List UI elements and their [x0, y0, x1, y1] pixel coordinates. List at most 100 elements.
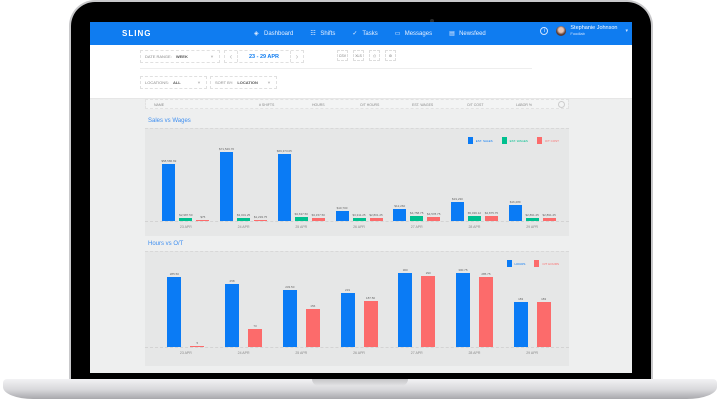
hours-vs-ot-title: Hours vs O/T — [148, 241, 184, 247]
locations-value: ALL — [172, 80, 181, 85]
bar-est-sales[interactable] — [220, 151, 234, 221]
x-tick-label: 24 APR — [237, 225, 250, 229]
x-tick-label: 29 APR — [526, 351, 539, 355]
col-labor-pct[interactable]: LABOR % — [516, 103, 532, 107]
settings-button[interactable]: ⚙ — [385, 50, 396, 61]
bar-o-t-cost[interactable] — [311, 217, 325, 221]
bar-est-sales[interactable] — [450, 202, 464, 221]
app-logo[interactable]: SLING — [122, 29, 152, 38]
bar-hours[interactable] — [167, 276, 182, 347]
sales-vs-wages-chart: EST. SALES EST. WAGES O/T COST 23 APR $58,58… — [145, 128, 569, 236]
avatar[interactable] — [556, 25, 567, 36]
bar-value-label: $10,700 — [336, 205, 348, 210]
bar-value-label: $5,036.12 — [467, 211, 482, 216]
bar-est-sales[interactable] — [393, 209, 407, 221]
bar-o-t-hours[interactable] — [536, 302, 551, 347]
bar-value-label: 258 — [229, 278, 235, 283]
bar-o-t-cost[interactable] — [427, 216, 441, 221]
bar-o-t-hours[interactable] — [478, 276, 493, 347]
bar-est-wages[interactable] — [237, 218, 251, 221]
legend-swatch[interactable] — [501, 137, 507, 144]
x-axis — [145, 221, 569, 222]
shifts-grid-icon: ☷ — [310, 31, 316, 37]
col-ot-cost[interactable]: O/T COST — [467, 103, 484, 107]
legend-swatch[interactable] — [506, 260, 512, 267]
bar-est-sales[interactable] — [335, 210, 349, 221]
legend-label: O/T COST — [544, 138, 559, 143]
nav-item-label: Messages — [404, 30, 433, 37]
bar-est-wages[interactable] — [352, 217, 366, 221]
bar-hours[interactable] — [455, 273, 470, 347]
bar-value-label: $4,758.75 — [410, 211, 424, 216]
bar-value-label: 300 — [402, 268, 408, 273]
bar-hours[interactable] — [513, 302, 528, 347]
x-tick-label: 28 APR — [468, 225, 481, 229]
col-shifts[interactable]: # SHIFTS — [259, 103, 275, 107]
nav-item-tasks[interactable]: ✓ Tasks — [352, 30, 377, 38]
column-settings-icon[interactable] — [558, 101, 565, 108]
bar-est-wages[interactable] — [179, 218, 193, 221]
locations-select[interactable]: LOCATIONS: ALL ▼ — [140, 76, 207, 89]
bar-est-sales[interactable] — [508, 205, 522, 221]
bar-est-wages[interactable] — [467, 216, 481, 221]
date-range-text[interactable]: 23 - 29 APR — [248, 54, 280, 60]
nav-item-dashboard[interactable]: ◈ Dashboard — [254, 30, 293, 38]
nav-item-shifts[interactable]: ☷ Shifts — [310, 30, 335, 38]
x-tick-label: 25 APR — [295, 225, 308, 229]
user-org: Foodlab — [570, 31, 585, 36]
bar-est-wages[interactable] — [525, 218, 539, 221]
chevron-down-icon: ▼ — [210, 54, 214, 59]
bar-o-t-hours[interactable] — [190, 345, 205, 347]
bar-o-t-hours[interactable] — [363, 300, 378, 347]
legend-swatch[interactable] — [467, 137, 473, 144]
bar-o-t-hours[interactable] — [305, 308, 320, 347]
user-menu[interactable]: i Stephanie Johnson Foodlab ▾ — [540, 25, 628, 36]
bar-o-t-cost[interactable] — [369, 218, 383, 221]
report-toolbar: DATE RANGE: WEEK ▼ ‹ 23 - 29 APR › CSV X… — [90, 45, 632, 99]
next-week-button[interactable]: › — [290, 51, 303, 62]
bar-o-t-cost[interactable] — [254, 219, 268, 221]
bar-o-t-hours[interactable] — [248, 329, 263, 347]
bar-hours[interactable] — [398, 273, 413, 347]
info-icon[interactable]: i — [540, 26, 549, 35]
col-est-wages[interactable]: EST. WAGES — [412, 103, 434, 107]
bar-est-wages[interactable] — [410, 216, 424, 221]
col-hours[interactable]: HOURS — [312, 103, 325, 107]
bar-o-t-hours[interactable] — [421, 275, 436, 347]
gear-icon: ⚙ — [388, 54, 393, 58]
bar-hours[interactable] — [282, 289, 297, 347]
date-range-select[interactable]: DATE RANGE: WEEK ▼ — [140, 50, 220, 63]
bar-value-label: 285.75 — [481, 271, 491, 276]
nav-item-newsfeed[interactable]: ▤ Newsfeed — [449, 30, 486, 38]
nav-item-messages[interactable]: ▭ Messages — [395, 30, 433, 38]
col-ot-hours[interactable]: O/T HOURS — [360, 103, 380, 107]
nav-item-label: Newsfeed — [459, 30, 486, 37]
bar-o-t-cost[interactable] — [484, 216, 498, 221]
table-header: NAME # SHIFTS HOURS O/T HOURS EST. WAGES… — [145, 99, 569, 109]
date-range-navigator: ‹ 23 - 29 APR › — [224, 50, 304, 63]
x-tick-label: 28 APR — [468, 351, 481, 355]
bar-hours[interactable] — [340, 293, 355, 347]
legend-swatch[interactable] — [536, 137, 542, 144]
bar-est-wages[interactable] — [294, 217, 308, 221]
export-xls-button[interactable]: XLS — [353, 50, 364, 61]
bar-o-t-cost[interactable] — [196, 219, 210, 221]
col-name[interactable]: NAME — [154, 103, 165, 107]
prev-week-button[interactable]: ‹ — [225, 51, 238, 62]
bar-est-sales[interactable] — [277, 154, 291, 221]
chevron-down-icon[interactable]: ▾ — [625, 27, 628, 34]
export-csv-button[interactable]: CSV — [337, 50, 348, 61]
x-axis — [145, 347, 569, 348]
bar-value-label: 183 — [518, 297, 524, 301]
bar-value-label: 5 — [196, 340, 199, 345]
bar-o-t-cost[interactable] — [542, 218, 556, 221]
bar-est-sales[interactable] — [162, 164, 176, 221]
bar-value-label: $4,875.75 — [484, 211, 499, 216]
bar-value-label: $12,260 — [394, 204, 406, 209]
legend-swatch[interactable] — [534, 260, 540, 267]
print-button[interactable]: ⎙ — [369, 50, 380, 61]
bar-hours[interactable] — [225, 283, 240, 347]
newsfeed-icon: ▤ — [449, 31, 455, 37]
chevron-down-icon: ▼ — [197, 80, 201, 85]
sort-by-select[interactable]: SORT BY: LOCATION ▼ — [210, 76, 277, 89]
